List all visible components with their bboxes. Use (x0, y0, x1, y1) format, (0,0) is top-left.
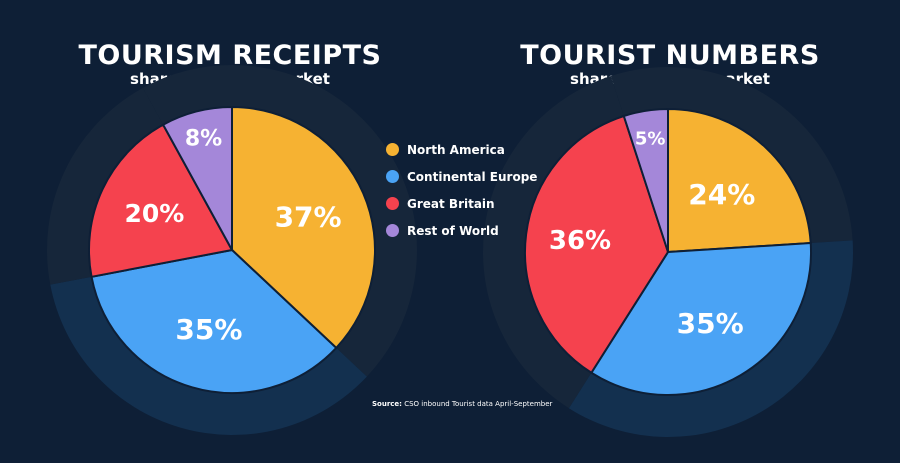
receipts-slice-north-america (231, 105, 376, 350)
numbers-chart-title: TOURIST NUMBERS (520, 40, 820, 71)
legend-swatch-north-america (386, 143, 399, 156)
receipts-label-north-america: 37% (275, 201, 342, 234)
legend-item-rest-of-world: Rest of World (386, 217, 537, 244)
numbers-pie: 24% 35% 36% 5% (482, 67, 853, 437)
numbers-slice-continental-europe (589, 241, 812, 396)
receipts-pie: 37% 35% 20% 8% (47, 65, 417, 435)
receipts-label-great-britain: 20% (124, 199, 184, 228)
legend-label-great-britain: Great Britain (407, 196, 495, 211)
receipts-label-continental-europe: 35% (175, 313, 242, 346)
receipts-slice-rest-of-world (161, 105, 233, 251)
legend-label-continental-europe: Continental Europe (407, 169, 538, 184)
numbers-label-continental-europe: 35% (677, 307, 744, 340)
legend-swatch-rest-of-world (386, 224, 399, 237)
receipts-label-rest-of-world: 8% (185, 127, 222, 152)
legend-item-great-britain: Great Britain (386, 190, 537, 217)
source-prefix: Source: (372, 400, 402, 408)
source-text: CSO inbound Tourist data April-September (404, 400, 553, 408)
receipts-slice-great-britain (88, 123, 234, 278)
legend-item-north-america: North America (386, 136, 537, 163)
legend-label-rest-of-world: Rest of World (407, 223, 499, 238)
receipts-slice-continental-europe (90, 248, 338, 394)
numbers-slice-great-britain (524, 114, 670, 375)
numbers-slice-north-america (667, 107, 812, 254)
legend-label-north-america: North America (407, 142, 505, 157)
legend: North America Continental Europe Great B… (386, 136, 537, 244)
legend-swatch-great-britain (386, 197, 399, 210)
numbers-label-rest-of-world: 5% (635, 129, 666, 150)
numbers-label-great-britain: 36% (549, 226, 611, 256)
legend-swatch-continental-europe (386, 170, 399, 183)
legend-item-continental-europe: Continental Europe (386, 163, 537, 190)
numbers-slice-rest-of-world (622, 107, 669, 253)
source-note: Source: CSO inbound Tourist data April-S… (372, 400, 552, 408)
numbers-label-north-america: 24% (688, 178, 755, 211)
